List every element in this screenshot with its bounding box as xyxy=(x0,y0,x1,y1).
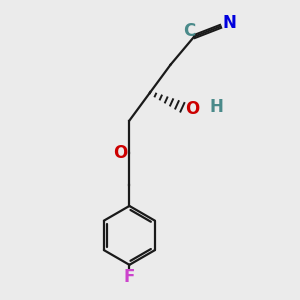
Text: O: O xyxy=(113,144,127,162)
Text: C: C xyxy=(184,22,196,40)
Text: H: H xyxy=(209,98,223,116)
Text: N: N xyxy=(223,14,236,32)
Text: F: F xyxy=(124,268,135,286)
Text: O: O xyxy=(185,100,199,118)
